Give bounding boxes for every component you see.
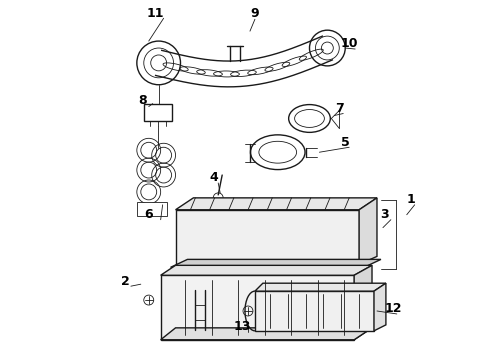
- Text: 12: 12: [384, 302, 402, 315]
- Polygon shape: [255, 283, 386, 291]
- Text: 3: 3: [381, 208, 389, 221]
- Polygon shape: [374, 283, 386, 331]
- Polygon shape: [359, 198, 377, 264]
- Text: 11: 11: [147, 7, 165, 20]
- Polygon shape: [175, 210, 359, 264]
- Bar: [137, 202, 167, 216]
- Polygon shape: [161, 328, 372, 340]
- Polygon shape: [161, 265, 372, 275]
- Text: 6: 6: [145, 208, 153, 221]
- Text: 7: 7: [335, 102, 343, 115]
- Text: 1: 1: [406, 193, 415, 206]
- Text: 10: 10: [341, 37, 358, 50]
- Text: 5: 5: [341, 136, 349, 149]
- Polygon shape: [175, 198, 377, 210]
- Text: 4: 4: [210, 171, 219, 184]
- Polygon shape: [255, 291, 374, 331]
- Polygon shape: [161, 275, 354, 340]
- Text: 2: 2: [121, 275, 129, 288]
- Polygon shape: [171, 260, 381, 267]
- Text: 9: 9: [250, 7, 259, 20]
- Bar: [144, 104, 172, 121]
- Polygon shape: [354, 265, 372, 340]
- Text: 13: 13: [233, 320, 251, 333]
- Text: 8: 8: [139, 94, 147, 107]
